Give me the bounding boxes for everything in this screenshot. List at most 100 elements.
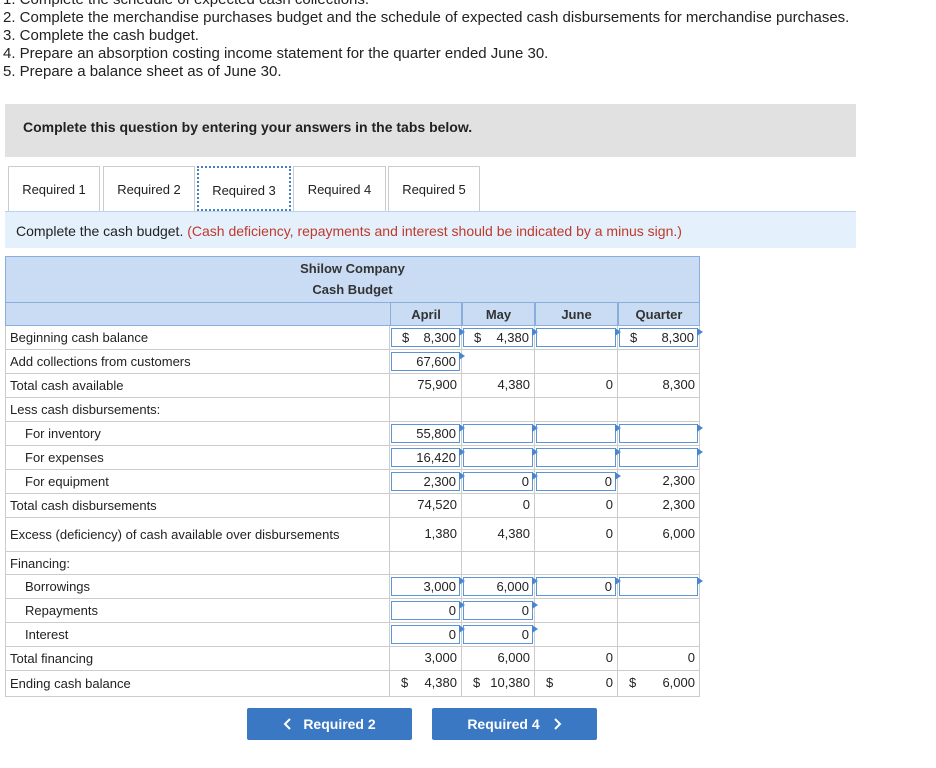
cell: [462, 422, 538, 446]
currency: $: [629, 675, 637, 690]
input-field[interactable]: 67,600: [391, 352, 465, 371]
cell: [618, 599, 700, 623]
amount: 2,300: [662, 473, 695, 488]
input-field[interactable]: 16,420: [391, 448, 465, 467]
cell: 74,520: [390, 494, 462, 518]
amount: 3,000: [423, 579, 456, 594]
cell: 2,300: [618, 470, 700, 494]
cell: 0: [535, 647, 618, 671]
input-field[interactable]: 0: [463, 601, 538, 620]
tab[interactable]: Required 5: [388, 166, 480, 211]
cell: [535, 599, 618, 623]
cell: [618, 575, 703, 599]
input-field[interactable]: 3,000: [391, 577, 465, 596]
input-marker: [532, 577, 538, 585]
input-marker: [697, 448, 703, 456]
input-field[interactable]: [619, 424, 703, 443]
value: [619, 554, 698, 572]
cell: 0: [535, 518, 618, 552]
input-field[interactable]: 0: [463, 625, 538, 644]
cell: [462, 446, 538, 470]
input-field[interactable]: 6,000: [463, 577, 538, 596]
next-button[interactable]: Required 4: [432, 708, 597, 740]
tab[interactable]: Required 4: [293, 166, 386, 211]
value: [619, 601, 698, 620]
cell: 0: [462, 599, 538, 623]
input-field[interactable]: 2,300: [391, 472, 465, 491]
tab[interactable]: Required 1: [8, 166, 100, 211]
row-label: Beginning cash balance: [5, 326, 390, 350]
column-header-blank: [5, 302, 391, 326]
amount: 0: [521, 474, 529, 489]
cell: 6,000: [462, 575, 538, 599]
value: 2,300: [619, 472, 698, 491]
cell: $4,380: [390, 671, 462, 697]
input-field[interactable]: 55,800: [391, 424, 465, 443]
currency: $: [546, 675, 554, 690]
row-label: Total cash available: [5, 374, 390, 398]
amount: 4,380: [497, 377, 530, 392]
amount: 6,000: [497, 650, 530, 665]
cell: 2,300: [390, 470, 465, 494]
row-label: For expenses: [5, 446, 390, 470]
table-title: Cash Budget: [312, 282, 393, 297]
company: Shilow Company: [300, 261, 405, 276]
input-field[interactable]: $8,300: [619, 328, 703, 347]
tab[interactable]: Required 3: [197, 166, 291, 211]
input-field[interactable]: 0: [536, 472, 621, 491]
amount: 2,300: [662, 497, 695, 512]
input-marker: [532, 424, 538, 432]
input-field[interactable]: [536, 328, 621, 347]
instruction: 2. Complete the merchandise purchases bu…: [3, 9, 850, 26]
input-field[interactable]: 0: [463, 472, 538, 491]
input-field[interactable]: [536, 424, 621, 443]
amount: 0: [687, 650, 695, 665]
input-field[interactable]: 0: [391, 625, 465, 644]
amount: 8,300: [662, 377, 695, 392]
cell: 8,300: [618, 374, 700, 398]
cell: 55,800: [390, 422, 465, 446]
cell: 0: [535, 494, 618, 518]
value: [536, 625, 616, 644]
input-field[interactable]: [463, 448, 538, 467]
input-field[interactable]: $8,300: [391, 328, 465, 347]
amount: 3,000: [424, 650, 457, 665]
prev-button[interactable]: Required 2: [247, 708, 412, 740]
input-marker: [459, 328, 465, 336]
cell: $10,380: [462, 671, 535, 697]
currency: $: [473, 675, 481, 690]
row-label: Less cash disbursements:: [5, 398, 390, 422]
input-field[interactable]: [619, 577, 703, 596]
input-field[interactable]: $4,380: [463, 328, 538, 347]
value: 0: [536, 520, 616, 549]
input-field[interactable]: [536, 448, 621, 467]
input-marker: [532, 448, 538, 456]
cell: [618, 623, 700, 647]
input-field[interactable]: [619, 448, 703, 467]
tab[interactable]: Required 2: [103, 166, 195, 211]
amount: 0: [448, 627, 456, 642]
input-field[interactable]: 0: [536, 577, 621, 596]
amount: 8,300: [661, 330, 694, 345]
cell: 6,000: [462, 647, 535, 671]
amount: 0: [605, 650, 613, 665]
amount: 67,600: [416, 354, 456, 369]
currency: $: [630, 330, 638, 345]
value: [536, 400, 616, 419]
input-marker: [459, 448, 465, 456]
value: [619, 352, 698, 371]
input-field[interactable]: 0: [391, 601, 465, 620]
chevron-right: [553, 718, 562, 730]
cell: 0: [462, 470, 538, 494]
value: 4,380: [463, 376, 533, 395]
currency: $: [402, 330, 410, 345]
cell: 6,000: [618, 518, 700, 552]
input-marker: [697, 424, 703, 432]
value: 0: [536, 496, 616, 515]
input-field[interactable]: [463, 424, 538, 443]
currency: $: [401, 675, 409, 690]
value: [536, 352, 616, 371]
cell: 0: [390, 599, 465, 623]
value: [536, 601, 616, 620]
